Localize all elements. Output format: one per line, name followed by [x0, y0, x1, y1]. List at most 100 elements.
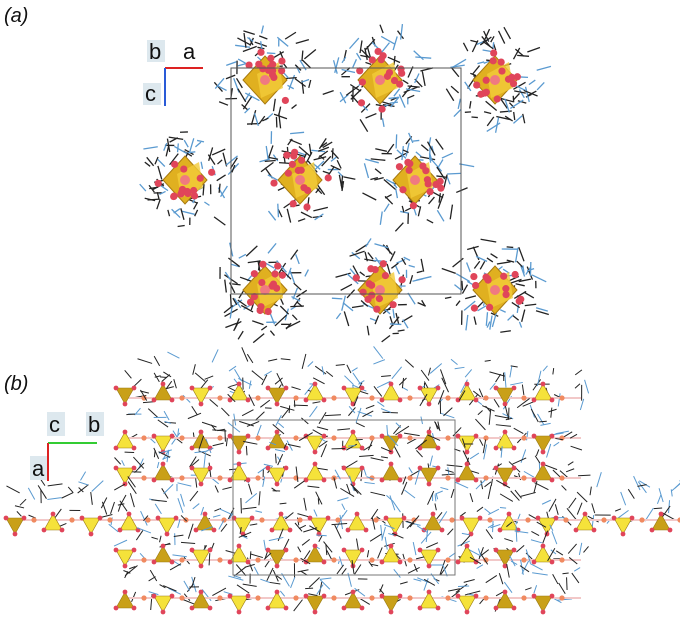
- atom: [436, 446, 441, 451]
- bond: [246, 493, 257, 502]
- figure: (a) b a c (b) c b a: [0, 0, 680, 628]
- bond: [422, 71, 425, 86]
- atom: [382, 272, 389, 279]
- bond: [181, 542, 195, 543]
- bond: [195, 373, 205, 382]
- bond: [298, 570, 309, 572]
- bond: [387, 144, 394, 153]
- bond: [532, 275, 546, 282]
- bond: [400, 582, 407, 584]
- bond: [364, 445, 373, 450]
- bond: [264, 371, 271, 375]
- bond: [219, 102, 228, 105]
- bond: [122, 460, 125, 466]
- atom: [490, 285, 500, 295]
- atom: [283, 152, 290, 159]
- bond: [302, 539, 310, 545]
- atom: [418, 386, 423, 391]
- bond: [278, 204, 279, 218]
- bond: [496, 425, 511, 427]
- bond: [442, 153, 453, 158]
- atom: [360, 446, 365, 451]
- atom: [525, 517, 530, 522]
- atom: [503, 430, 508, 435]
- atom: [275, 564, 280, 569]
- bond: [275, 454, 276, 464]
- bond: [507, 247, 514, 248]
- bond: [232, 284, 240, 285]
- atom: [285, 170, 292, 177]
- bond: [292, 315, 297, 320]
- bond: [405, 360, 413, 368]
- bond: [290, 132, 304, 133]
- bond: [480, 439, 483, 445]
- atom: [445, 435, 450, 440]
- atom: [494, 466, 499, 471]
- bond: [260, 400, 269, 407]
- bond: [531, 409, 538, 422]
- bond: [349, 38, 358, 49]
- atom: [342, 386, 347, 391]
- atom: [293, 395, 298, 400]
- atom: [472, 282, 479, 289]
- bond: [474, 261, 479, 268]
- bond: [157, 199, 160, 209]
- atom: [271, 270, 278, 277]
- atom: [4, 516, 9, 521]
- bond: [414, 208, 416, 215]
- tetrahedron: [192, 592, 210, 608]
- bond: [475, 419, 485, 430]
- bond: [463, 43, 467, 51]
- bond: [345, 461, 357, 468]
- bond: [341, 284, 352, 290]
- bond: [337, 429, 350, 430]
- atom: [217, 395, 222, 400]
- tetrahedron: [306, 596, 324, 612]
- bond: [356, 423, 365, 427]
- bond: [445, 470, 453, 472]
- atom: [199, 564, 204, 569]
- bond: [409, 265, 415, 267]
- bond: [500, 111, 512, 112]
- atom: [179, 475, 184, 480]
- bond: [291, 387, 300, 390]
- atom: [364, 296, 371, 303]
- bond: [78, 482, 88, 485]
- bond: [496, 374, 501, 382]
- atom: [612, 516, 617, 521]
- bond: [522, 310, 525, 322]
- atom: [289, 161, 296, 168]
- bond: [367, 550, 368, 557]
- bond: [531, 531, 539, 535]
- atom: [194, 528, 199, 533]
- bond: [368, 253, 373, 260]
- atom: [398, 398, 403, 403]
- atom: [369, 435, 374, 440]
- atom: [376, 295, 383, 302]
- bond: [189, 138, 193, 153]
- atom: [378, 56, 385, 63]
- bond: [238, 59, 245, 63]
- bond: [394, 569, 401, 577]
- bond: [366, 405, 374, 408]
- bond: [109, 524, 119, 532]
- bond: [62, 493, 74, 499]
- axis-label: c: [49, 412, 60, 437]
- atom: [389, 544, 394, 549]
- atom: [13, 532, 18, 537]
- atom: [221, 517, 226, 522]
- bond: [489, 372, 504, 376]
- bond: [319, 412, 326, 424]
- axis-label: b: [149, 39, 161, 64]
- atom: [295, 167, 302, 174]
- atom: [304, 398, 309, 403]
- atom: [179, 595, 184, 600]
- bond: [440, 413, 454, 418]
- atom: [407, 557, 412, 562]
- atom: [368, 282, 375, 289]
- atom: [152, 478, 157, 483]
- bond: [435, 494, 436, 501]
- bond: [557, 599, 572, 600]
- atom: [303, 203, 310, 210]
- bond: [219, 521, 224, 530]
